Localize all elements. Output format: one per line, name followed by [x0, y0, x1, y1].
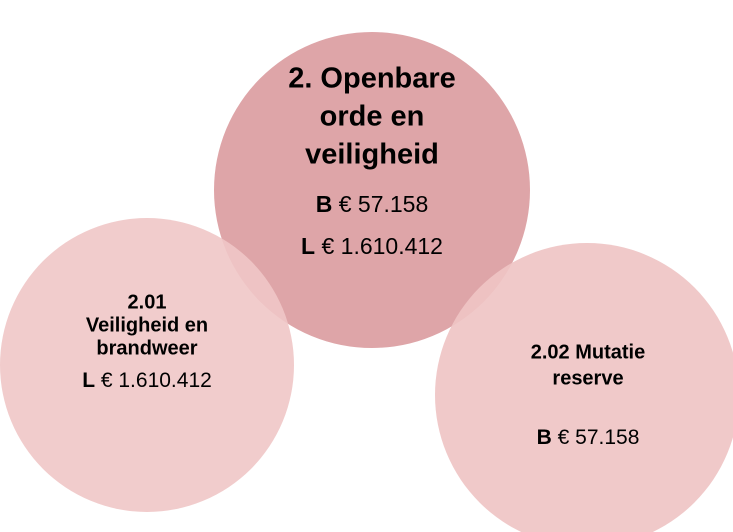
- line-amount: € 1.610.412: [101, 369, 212, 392]
- line-prefix: B: [537, 426, 552, 449]
- node-title: Veiligheid en: [86, 314, 208, 336]
- line-amount: € 1.610.412: [321, 233, 443, 259]
- right-circle: [435, 243, 733, 532]
- node-line: L € 1.610.412: [301, 233, 443, 259]
- left-circle: [0, 218, 294, 512]
- line-prefix: L: [301, 233, 315, 259]
- node-title: 2.01: [128, 291, 167, 313]
- main-circle: [214, 32, 530, 348]
- node-line: B € 57.158: [537, 426, 640, 449]
- node-title: 2. Openbare: [288, 63, 456, 95]
- node-title: reserve: [552, 367, 623, 389]
- node-title: brandweer: [96, 337, 197, 359]
- line-prefix: B: [316, 191, 333, 217]
- node-line: L € 1.610.412: [82, 369, 212, 392]
- node-title: 2.02 Mutatie: [531, 341, 645, 363]
- line-amount: € 57.158: [339, 191, 429, 217]
- node-title: orde en: [320, 101, 425, 133]
- line-prefix: L: [82, 369, 95, 392]
- line-amount: € 57.158: [558, 426, 640, 449]
- node-line: B € 57.158: [316, 191, 429, 217]
- node-title: veiligheid: [305, 139, 439, 171]
